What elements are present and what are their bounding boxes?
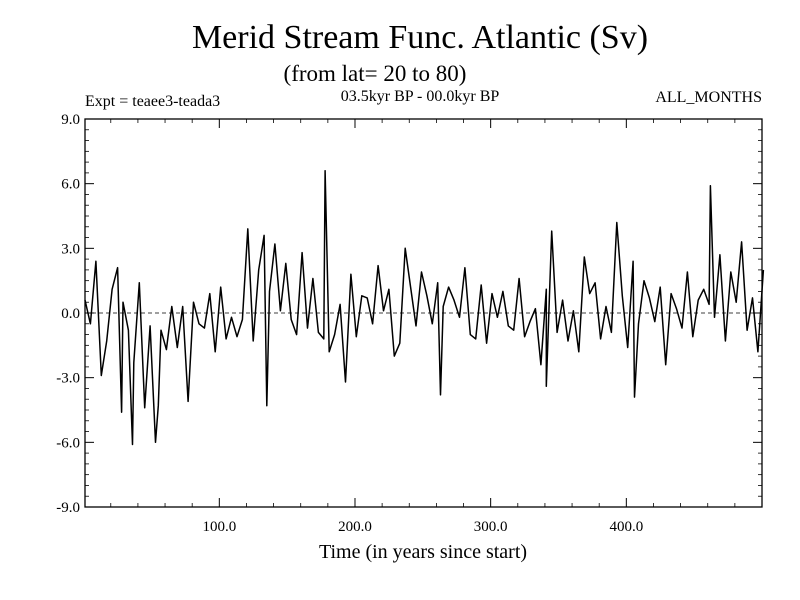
- y-tick-label: 6.0: [61, 177, 80, 193]
- months-label: ALL_MONTHS: [655, 89, 762, 106]
- y-tick-label: 0.0: [61, 306, 80, 322]
- x-tick-label: 400.0: [609, 519, 643, 535]
- x-tick-label: 300.0: [474, 519, 508, 535]
- y-tick-label: 3.0: [61, 241, 80, 257]
- period-label: 03.5kyr BP - 00.0kyr BP: [341, 88, 500, 105]
- chart-subtitle: (from lat= 20 to 80): [284, 61, 467, 86]
- chart-title: Merid Stream Func. Atlantic (Sv): [192, 19, 648, 56]
- experiment-label: Expt = teaee3-teada3: [85, 93, 220, 110]
- series-line: [84, 169, 765, 446]
- y-tick-label: -9.0: [56, 500, 80, 516]
- plot-frame: [84, 118, 763, 508]
- y-tick-label: -3.0: [56, 371, 80, 387]
- y-tick-label: 9.0: [61, 112, 80, 128]
- x-axis-title: Time (in years since start): [319, 541, 527, 563]
- x-tick-label: 200.0: [338, 519, 372, 535]
- y-tick-label: -6.0: [56, 435, 80, 451]
- x-tick-label: 100.0: [202, 519, 236, 535]
